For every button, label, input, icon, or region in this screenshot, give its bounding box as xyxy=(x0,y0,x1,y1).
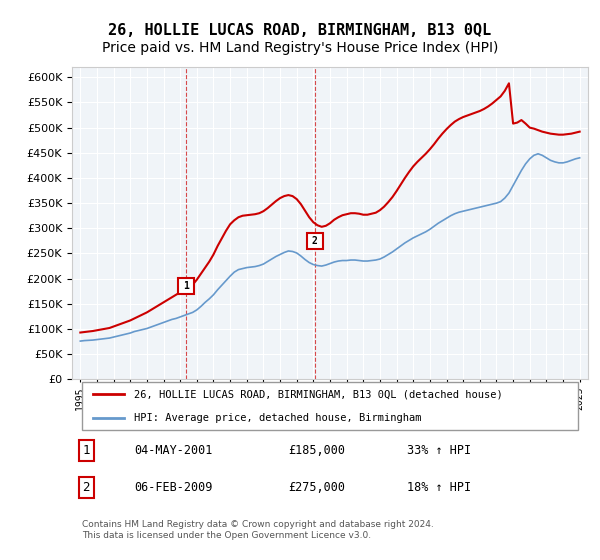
Text: 2: 2 xyxy=(82,481,90,494)
Text: 33% ↑ HPI: 33% ↑ HPI xyxy=(407,444,472,457)
Text: Price paid vs. HM Land Registry's House Price Index (HPI): Price paid vs. HM Land Registry's House … xyxy=(102,41,498,55)
Text: 26, HOLLIE LUCAS ROAD, BIRMINGHAM, B13 0QL (detached house): 26, HOLLIE LUCAS ROAD, BIRMINGHAM, B13 0… xyxy=(134,389,503,399)
Text: 04-MAY-2001: 04-MAY-2001 xyxy=(134,444,212,457)
Text: 18% ↑ HPI: 18% ↑ HPI xyxy=(407,481,472,494)
Text: £185,000: £185,000 xyxy=(289,444,346,457)
Text: £275,000: £275,000 xyxy=(289,481,346,494)
FancyBboxPatch shape xyxy=(82,382,578,430)
Text: 2: 2 xyxy=(312,236,318,246)
Text: Contains HM Land Registry data © Crown copyright and database right 2024.
This d: Contains HM Land Registry data © Crown c… xyxy=(82,520,434,540)
Text: 26, HOLLIE LUCAS ROAD, BIRMINGHAM, B13 0QL: 26, HOLLIE LUCAS ROAD, BIRMINGHAM, B13 0… xyxy=(109,24,491,38)
Text: HPI: Average price, detached house, Birmingham: HPI: Average price, detached house, Birm… xyxy=(134,413,421,423)
Text: 06-FEB-2009: 06-FEB-2009 xyxy=(134,481,212,494)
Text: 1: 1 xyxy=(183,281,189,291)
Text: 1: 1 xyxy=(82,444,90,457)
